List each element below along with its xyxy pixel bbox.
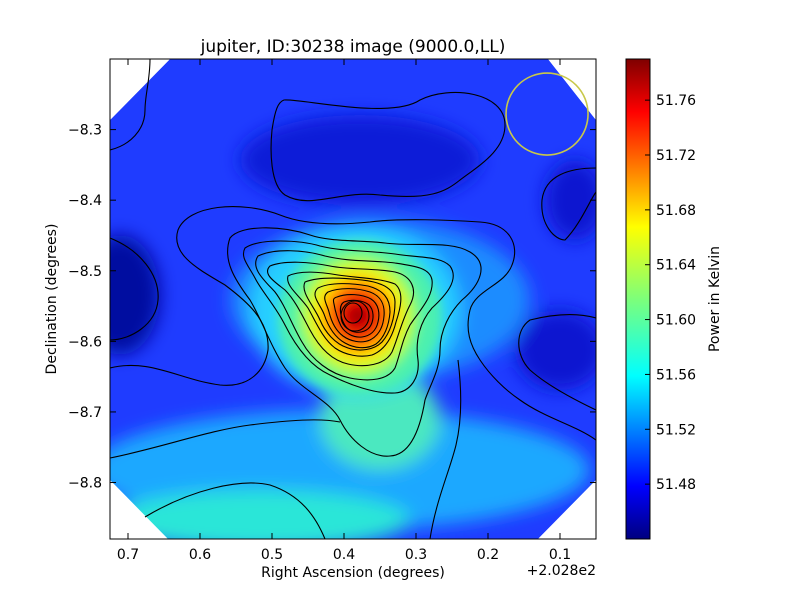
heatmap-image <box>110 59 596 539</box>
y-tick-label: −8.7 <box>68 405 102 421</box>
plot-frame <box>109 58 597 540</box>
x-tick-label: 0.7 <box>117 547 139 563</box>
colorbar-label: Power in Kelvin <box>707 246 723 352</box>
y-axis-label: Declination (degrees) <box>44 224 60 375</box>
x-axis-offset-label: +2.028e2 <box>527 563 596 579</box>
y-tick-label: −8.5 <box>68 264 102 280</box>
y-tick-label: −8.8 <box>68 476 102 492</box>
beam-circle <box>505 72 589 156</box>
colorbar-tick-label: 51.72 <box>656 148 696 164</box>
chart-title: jupiter, ID:30238 image (9000.0,LL) <box>200 37 506 57</box>
y-tick-label: −8.6 <box>68 334 102 350</box>
x-tick-label: 0.6 <box>189 547 211 563</box>
x-axis-label: Right Ascension (degrees) <box>261 565 445 581</box>
x-axis-ticks: 0.7 0.6 0.5 0.4 0.3 0.2 0.1 <box>117 59 571 563</box>
x-tick-label: 0.2 <box>477 547 499 563</box>
colorbar-tick-label: 51.48 <box>656 477 696 493</box>
colorbar-tick-label: 51.64 <box>656 258 696 274</box>
colorbar-ticks: 51.48 51.52 51.56 51.60 51.64 51.68 51.72 51.76 <box>645 93 696 493</box>
y-tick-label: −8.3 <box>68 123 102 139</box>
colorbar-tick-label: 51.56 <box>656 367 696 383</box>
colorbar-gradient <box>625 58 651 540</box>
x-tick-label: 0.5 <box>261 547 283 563</box>
contour-lines <box>110 59 596 539</box>
colorbar-tick-label: 51.76 <box>656 93 696 109</box>
colorbar-tick-label: 51.60 <box>656 313 696 329</box>
colorbar-tick-label: 51.68 <box>656 203 696 219</box>
x-tick-label: 0.4 <box>333 547 355 563</box>
colorbar-tick-label: 51.52 <box>656 422 696 438</box>
x-tick-label: 0.1 <box>549 547 571 563</box>
y-axis-ticks: −8.3 −8.4 −8.5 −8.6 −8.7 −8.8 <box>68 123 596 492</box>
x-tick-label: 0.3 <box>405 547 427 563</box>
colorbar: 51.48 51.52 51.56 51.60 51.64 51.68 51.72 51.76… <box>625 58 723 540</box>
y-tick-label: −8.4 <box>68 193 102 209</box>
